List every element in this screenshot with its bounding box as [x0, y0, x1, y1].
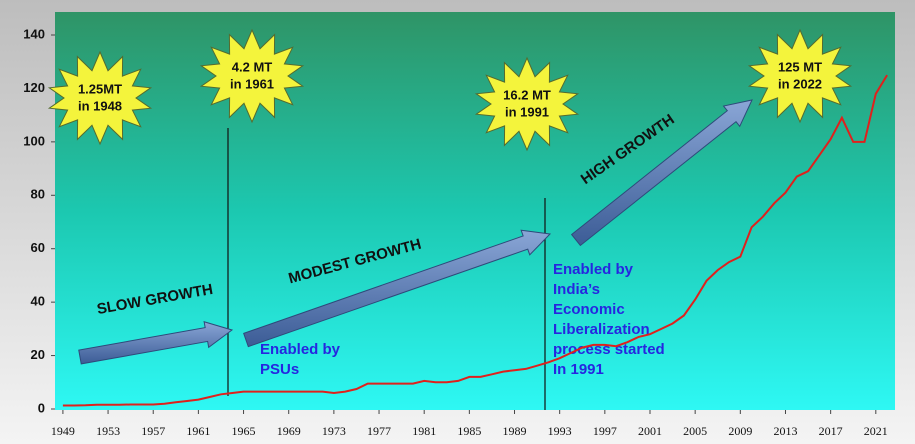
note-line: Economic: [553, 301, 625, 318]
y-tick-label: 140: [23, 26, 45, 41]
x-tick-label: 1989: [503, 424, 527, 438]
x-tick-label: 1981: [412, 424, 436, 438]
burst-label: 125 MT: [778, 59, 822, 74]
x-tick-label: 1977: [367, 424, 391, 438]
y-tick-label: 120: [23, 80, 45, 95]
x-tick-label: 1965: [232, 424, 256, 438]
burst-label: in 2022: [778, 76, 822, 91]
y-tick-label: 80: [31, 187, 45, 202]
x-tick-label: 2009: [728, 424, 752, 438]
note-line: PSUs: [260, 361, 299, 378]
y-tick-label: 40: [31, 294, 45, 309]
growth-arrow: [570, 99, 753, 247]
x-tick-label: 2013: [773, 424, 797, 438]
x-tick-label: 1949: [51, 424, 75, 438]
x-tick-label: 1961: [186, 424, 210, 438]
burst-label: in 1961: [230, 76, 274, 91]
y-tick-label: 100: [23, 133, 45, 148]
x-tick-label: 1953: [96, 424, 120, 438]
starburst: [747, 28, 853, 124]
growth-arrow: [78, 321, 234, 365]
note-line: India’s: [553, 281, 600, 298]
burst-label: in 1991: [505, 104, 549, 119]
x-tick-label: 1985: [457, 424, 481, 438]
y-tick-label: 60: [31, 240, 45, 255]
starburst: [47, 50, 153, 146]
growth-arrow: [243, 229, 552, 348]
x-tick-label: 1993: [548, 424, 572, 438]
note-line: Liberalization: [553, 321, 650, 338]
y-tick-label: 20: [31, 347, 45, 362]
starburst: [199, 28, 305, 124]
burst-label: in 1948: [78, 98, 122, 113]
starburst: [474, 56, 580, 152]
x-tick-label: 2021: [864, 424, 888, 438]
x-tick-label: 2005: [683, 424, 707, 438]
burst-label: 4.2 MT: [232, 59, 273, 74]
note-line: In 1991: [553, 361, 604, 378]
note-line: Enabled by: [260, 341, 341, 358]
x-tick-label: 1997: [593, 424, 617, 438]
y-tick-label: 0: [38, 400, 45, 415]
x-tick-label: 2017: [819, 424, 843, 438]
x-tick-label: 1973: [322, 424, 346, 438]
note-line: process started: [553, 341, 665, 358]
x-tick-label: 1957: [141, 424, 165, 438]
x-tick-label: 1969: [277, 424, 301, 438]
x-tick-label: 2001: [638, 424, 662, 438]
note-line: Enabled by: [553, 261, 634, 278]
burst-label: 16.2 MT: [503, 87, 551, 102]
data-line: [62, 74, 888, 407]
burst-label: 1.25MT: [78, 81, 122, 96]
